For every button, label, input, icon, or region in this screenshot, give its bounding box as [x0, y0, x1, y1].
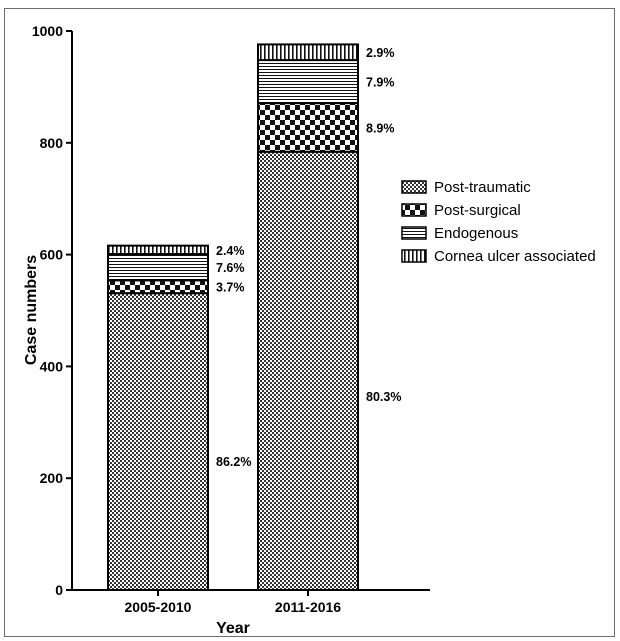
legend: Post-traumatic Post-surgical Endogenous Cor… [401, 179, 596, 265]
legend-swatch [401, 203, 427, 217]
chart-frame [4, 8, 615, 637]
y-axis-title: Case numbers [23, 255, 40, 365]
bar-segment [107, 292, 209, 591]
legend-label: Endogenous [434, 225, 518, 242]
data-label: 80.3% [366, 390, 401, 404]
y-axis: 0 200 400 600 800 1000 [32, 23, 73, 598]
y-tick-label: 800 [40, 135, 64, 151]
x-axis-title: Year [216, 620, 250, 637]
data-label: 7.9% [366, 76, 395, 90]
data-label: 86.2% [216, 455, 251, 469]
data-label: 3.7% [216, 281, 245, 295]
bar-segment [107, 244, 209, 256]
data-label: 7.6% [216, 261, 245, 275]
data-label: 2.4% [216, 244, 245, 258]
bar-segment [257, 43, 359, 62]
legend-label: Post-surgical [434, 202, 521, 219]
legend-swatch [401, 249, 427, 263]
bar-segment [257, 59, 359, 105]
y-tick-label: 0 [55, 582, 63, 598]
bar-segment [107, 253, 209, 282]
legend-label: Post-traumatic [434, 179, 531, 196]
x-tick-label: 2011-2016 [275, 599, 341, 615]
legend-swatch [401, 226, 427, 240]
x-tick-label: 2005-2010 [125, 599, 192, 615]
y-tick-label: 1000 [32, 23, 63, 39]
y-tick-label: 200 [40, 470, 64, 486]
data-label: 8.9% [366, 121, 395, 135]
percentage-labels: 86.2% 3.7% 7.6% 2.4% 80.3% 8.9% 7.9% 2.9% [216, 46, 401, 469]
bar-segment [107, 279, 209, 295]
data-label: 2.9% [366, 46, 395, 60]
bar-segment [257, 102, 359, 153]
y-tick-label: 400 [40, 358, 64, 374]
bars [107, 43, 359, 592]
x-axis: 2005-2010 2011-2016 [71, 589, 430, 615]
legend-label: Cornea ulcer associated [434, 248, 596, 265]
y-tick-label: 600 [40, 247, 64, 263]
bar-segment [257, 150, 359, 592]
legend-swatch [401, 180, 427, 194]
